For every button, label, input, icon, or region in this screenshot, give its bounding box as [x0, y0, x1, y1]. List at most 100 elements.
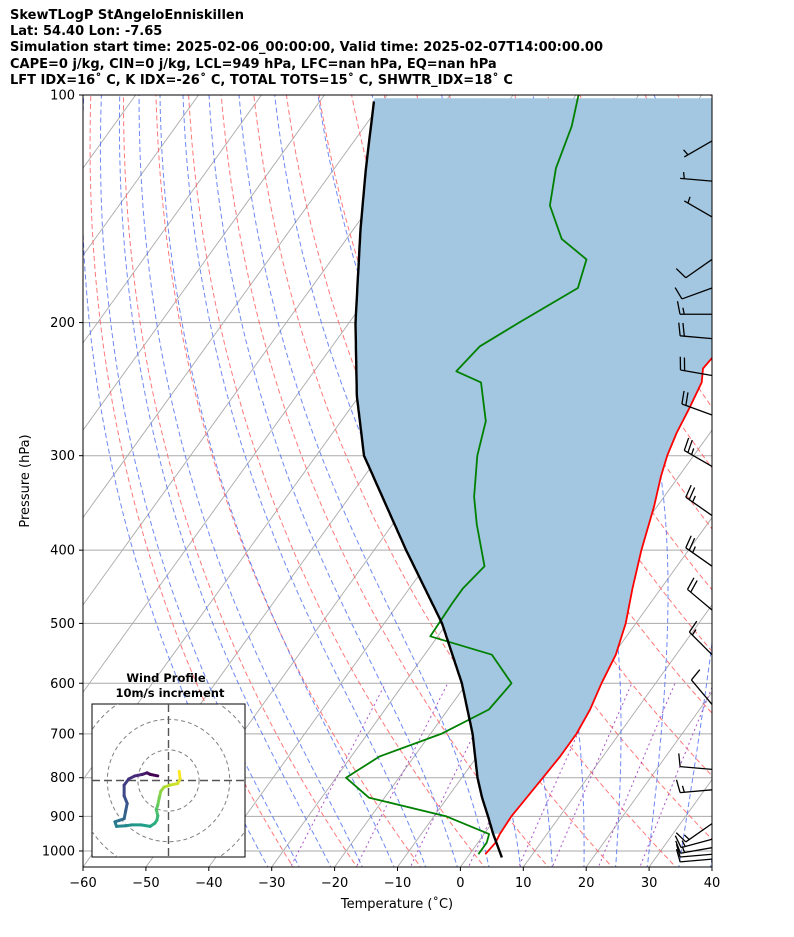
wind-barb [675, 848, 713, 863]
x-tick-label: 10 [515, 876, 532, 891]
x-tick-label: −40 [195, 876, 222, 891]
hodograph-ring [137, 749, 200, 812]
y-tick-label: 300 [50, 449, 75, 464]
wind-barb [681, 390, 713, 416]
wind-barb [685, 484, 713, 517]
isotherm-line [522, 604, 712, 867]
y-tick-label: 600 [50, 677, 75, 692]
stability-indices-line2: LFT IDX=16˚ C, K IDX=-26˚ C, TOTAL TOTS=… [10, 72, 513, 88]
hodograph-title: Wind Profile [126, 671, 206, 685]
isotherm-line [83, 95, 325, 431]
moist-adiabat [653, 95, 712, 867]
x-tick-label: 40 [704, 876, 721, 891]
wind-barb [676, 301, 712, 315]
wind-barb [674, 287, 713, 300]
x-axis-label: Temperature (˚C) [340, 896, 453, 912]
wind-barb [675, 258, 713, 279]
parcel-profile [354, 101, 503, 858]
cape-shading-layer [355, 98, 712, 834]
y-tick-label: 200 [50, 316, 75, 331]
x-tick-label: 20 [578, 876, 595, 891]
moist-adiabat [773, 78, 794, 870]
wind-barb [680, 172, 713, 182]
wind-barbs-layer [674, 140, 713, 863]
dry-adiabat [155, 95, 422, 867]
y-tick-label: 1000 [42, 844, 75, 859]
wind-barb [686, 577, 713, 611]
isotherm-line [83, 95, 388, 519]
mixing-ratio-line [597, 683, 676, 867]
wind-barb [690, 669, 713, 705]
mixing-ratio-line [290, 683, 387, 867]
temperature-profile [484, 356, 712, 855]
moist-adiabat [159, 95, 395, 867]
x-tick-label: 0 [456, 876, 464, 891]
x-tick-label: 30 [641, 876, 658, 891]
moist-adiabat [741, 78, 794, 870]
moist-adiabat [238, 95, 490, 867]
wind-barb [674, 835, 713, 849]
wind-barb [683, 196, 713, 218]
hodograph-inset [91, 703, 246, 858]
dry-adiabat [546, 95, 712, 409]
y-tick-label: 500 [50, 617, 75, 632]
moist-adiabat [709, 855, 712, 867]
moist-adiabat [208, 95, 458, 867]
moist-adiabat [118, 95, 332, 867]
wind-barb [678, 322, 713, 340]
simulation-times: Simulation start time: 2025-02-06_00:00:… [10, 40, 603, 56]
isotherm-line [0, 95, 73, 867]
dry-adiabat [734, 78, 794, 870]
moist-adiabat [138, 95, 363, 867]
wind-barb [678, 753, 713, 771]
wind-barb [683, 140, 713, 158]
wind-barb [685, 535, 713, 567]
cape-cin-shading [355, 98, 712, 834]
dewpoint-profile [345, 95, 588, 855]
mixing-ratio-line [639, 686, 712, 867]
dry-adiabat [122, 95, 358, 867]
moist-adiabat [83, 95, 269, 867]
y-tick-label: 400 [50, 544, 75, 559]
mixing-ratio-line [355, 683, 449, 867]
x-tick-label: −10 [384, 876, 411, 891]
station-title: SkewTLogP StAngeloEnniskillen [10, 8, 244, 23]
x-tick-label: −60 [69, 876, 96, 891]
station-coordinates: Lat: 54.40 Lon: -7.65 [10, 24, 163, 40]
y-tick-label: 100 [50, 89, 75, 104]
wind-barb [679, 356, 713, 377]
hodograph-subtitle: 10m/s increment [116, 686, 225, 700]
tick-labels-layer: −60 −50 −40 −30 −20 −10 0 10 20 30 40 1000 900 800 700… [42, 89, 720, 892]
isotherm-line [711, 866, 712, 867]
x-tick-label: −50 [132, 876, 159, 891]
profile-lines-layer [345, 95, 712, 858]
x-tick-label: −30 [258, 876, 285, 891]
wind-barb [675, 779, 713, 794]
hodograph-segment [114, 824, 128, 828]
wind-barb [675, 844, 713, 858]
wind-barb [688, 620, 713, 656]
stability-indices-line1: CAPE=0 j/kg, CIN=0 j/kg, LCL=949 hPa, LF… [10, 56, 497, 72]
y-tick-label: 700 [50, 727, 75, 742]
moist-adiabat [274, 95, 522, 867]
wind-barb [675, 823, 713, 843]
moist-adiabat [532, 95, 669, 867]
y-tick-label: 900 [50, 810, 75, 825]
isotherm-line [83, 95, 199, 257]
isotherm-line [585, 691, 712, 867]
dry-adiabat [766, 78, 794, 870]
wind-barb [683, 437, 713, 468]
x-tick-label: −20 [321, 876, 348, 891]
dry-adiabat [89, 95, 294, 867]
y-axis-label: Pressure (hPa) [18, 434, 33, 527]
moist-adiabat [182, 95, 427, 867]
figure-title-block: SkewTLogP StAngeloEnniskillen Lat: 54.40… [10, 8, 603, 89]
hodograph-segment [139, 823, 152, 828]
mixing-ratio-line [551, 683, 633, 867]
isotherm-line [0, 95, 10, 867]
dry-adiabat [709, 95, 712, 100]
hodograph-segment [148, 772, 160, 778]
isotherm-line [83, 95, 451, 606]
y-tick-label: 800 [50, 771, 75, 786]
